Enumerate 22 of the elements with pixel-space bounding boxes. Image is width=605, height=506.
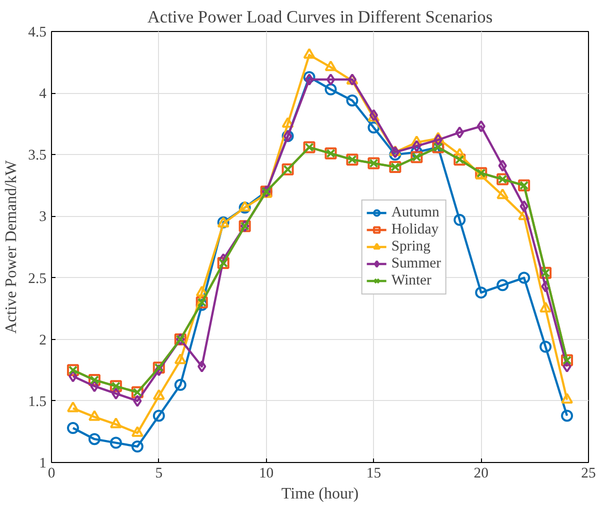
legend-label: Spring xyxy=(391,238,430,255)
y-tick-label: 1 xyxy=(39,456,46,472)
y-tick-label: 4 xyxy=(39,86,48,102)
y-tick-label: 3 xyxy=(39,209,46,226)
x-tick-label: 5 xyxy=(155,466,163,482)
y-tick-label: 1.5 xyxy=(28,394,47,410)
x-tick-label: 25 xyxy=(581,466,596,482)
x-axis-title: Time (hour) xyxy=(281,486,359,502)
x-tick-label: 0 xyxy=(48,466,56,482)
x-tick-label: 15 xyxy=(366,466,382,482)
x-tick-label: 10 xyxy=(258,466,274,482)
legend-label: Autumn xyxy=(391,204,440,221)
y-axis-title: Active Power Demand/kW xyxy=(3,159,20,334)
y-tick-label: 2 xyxy=(39,332,46,348)
legend-label: Summer xyxy=(391,255,441,272)
y-tick-label: 3.5 xyxy=(28,148,47,164)
y-tick-label: 2.5 xyxy=(28,270,47,287)
legend-label: Holiday xyxy=(391,221,439,238)
y-tick-label: 4.5 xyxy=(28,24,47,40)
legend-label: Winter xyxy=(391,272,432,289)
x-tick-label: 20 xyxy=(474,466,488,482)
chart-title: Active Power Load Curves in Different Scenarios xyxy=(147,8,493,26)
